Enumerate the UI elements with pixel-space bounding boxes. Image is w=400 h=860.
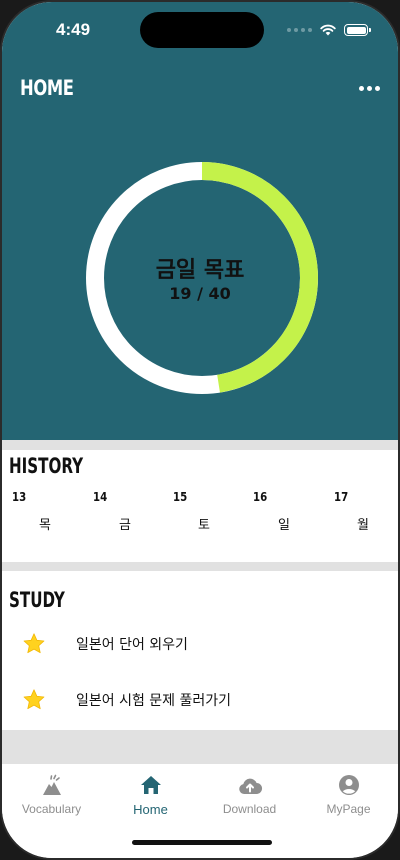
section-divider <box>2 562 398 571</box>
home-indicator <box>132 840 272 845</box>
tab-label: Vocabulary <box>21 802 82 816</box>
mountain-icon <box>42 774 61 795</box>
study-item-vocabulary[interactable]: 일본어 단어 외우기 <box>22 629 382 659</box>
cellular-signal-icon <box>287 28 312 32</box>
progress-ring-fill <box>86 162 318 394</box>
wifi-icon <box>320 24 336 36</box>
study-title: STUDY <box>9 588 65 612</box>
daily-goal-label: 금일 목표 <box>155 258 245 283</box>
history-day-date: 17 <box>334 490 349 504</box>
history-day-weekday: 월 <box>357 518 369 533</box>
history-day-date: 15 <box>173 490 188 504</box>
star-icon <box>23 633 45 654</box>
history-day-weekday: 일 <box>278 518 290 533</box>
history-day-date: 14 <box>93 490 108 504</box>
page-title: HOME <box>20 76 74 100</box>
section-divider <box>2 440 398 450</box>
tab-label: MyPage <box>326 802 371 816</box>
tab-mypage[interactable]: MyPage <box>299 772 398 816</box>
more-options-icon[interactable] <box>359 82 380 95</box>
history-day-date: 16 <box>253 490 268 504</box>
tab-label: Home <box>133 802 168 817</box>
daily-goal-progress-ring <box>86 162 318 394</box>
daily-goal-count: 19 / 40 <box>169 284 231 303</box>
study-item-label: 일본어 단어 외우기 <box>76 637 188 653</box>
cloud-upload-icon <box>238 778 262 795</box>
dynamic-island <box>140 12 264 48</box>
tab-label: Download <box>222 802 277 816</box>
home-header-panel: 4:49 HOME 금일 목표 19 / 40 <box>2 2 398 440</box>
tab-home[interactable]: Home <box>101 772 200 817</box>
history-day-weekday: 목 <box>39 518 51 533</box>
status-bar: 4:49 <box>2 2 398 62</box>
tab-vocabulary[interactable]: Vocabulary <box>2 772 101 816</box>
home-icon <box>140 776 161 794</box>
bottom-spacer <box>2 730 398 764</box>
history-day-date: 13 <box>12 490 27 504</box>
study-item-exam[interactable]: 일본어 시험 문제 풀러가기 <box>22 685 382 715</box>
tab-download[interactable]: Download <box>200 772 299 816</box>
history-day-weekday: 토 <box>198 518 210 533</box>
star-icon <box>23 689 45 710</box>
status-icons <box>287 22 371 38</box>
study-item-label: 일본어 시험 문제 풀러가기 <box>76 693 232 709</box>
history-day-weekday: 금 <box>119 518 131 533</box>
status-time: 4:49 <box>56 20 91 39</box>
account-circle-icon <box>338 775 359 795</box>
battery-icon <box>344 24 371 36</box>
history-title: HISTORY <box>9 454 84 478</box>
